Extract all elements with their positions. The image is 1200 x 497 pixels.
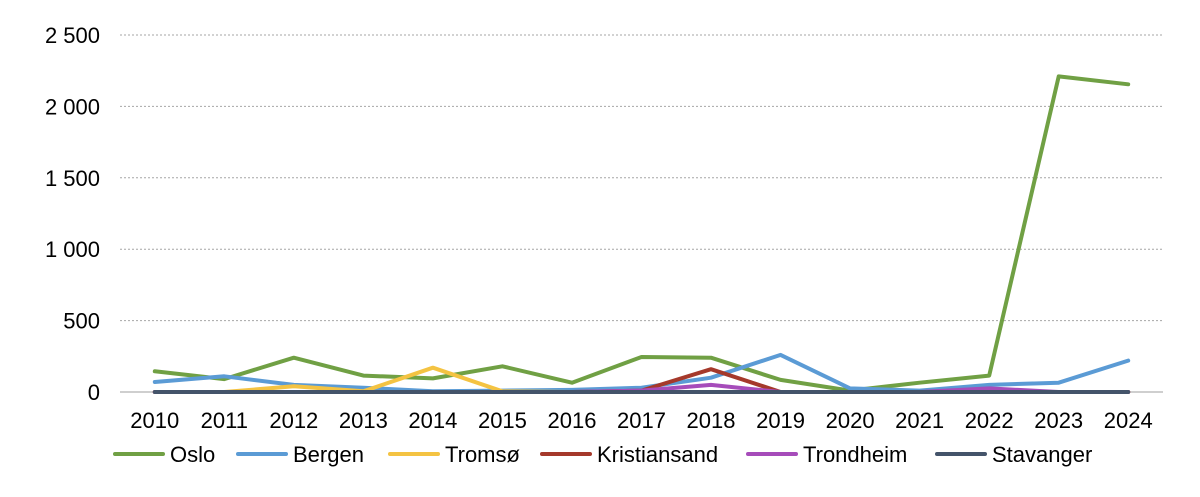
- x-tick-label: 2014: [408, 408, 457, 433]
- x-tick-label: 2020: [826, 408, 875, 433]
- x-tick-label: 2012: [269, 408, 318, 433]
- legend-item-stavanger: Stavanger: [935, 442, 1092, 467]
- x-tick-label: 2024: [1104, 408, 1153, 433]
- series-line-oslo: [152, 74, 1131, 393]
- legend-label: Bergen: [293, 442, 364, 467]
- x-tick-label: 2021: [895, 408, 944, 433]
- legend: Oslo Bergen Tromsø Kristiansand Trondheim Sta…: [113, 442, 1092, 467]
- x-tick-label: 2018: [687, 408, 736, 433]
- x-tick-label: 2016: [547, 408, 596, 433]
- x-tick-label: 2017: [617, 408, 666, 433]
- legend-item-kristiansand: Kristiansand: [540, 442, 718, 467]
- legend-item-oslo: Oslo: [113, 442, 215, 467]
- x-tick-label: 2023: [1034, 408, 1083, 433]
- legend-label: Oslo: [170, 442, 215, 467]
- legend-label: Tromsø: [445, 442, 520, 467]
- x-tick-label: 2019: [756, 408, 805, 433]
- y-axis-tick-labels: 0 500 1 000 1 500 2 000 2 500: [45, 23, 100, 405]
- x-tick-label: 2015: [478, 408, 527, 433]
- legend-item-tromsø: Tromsø: [388, 442, 520, 467]
- legend-item-trondheim: Trondheim: [746, 442, 907, 467]
- series-lines: [152, 74, 1131, 394]
- y-tick-label: 1 500: [45, 166, 100, 191]
- x-tick-label: 2022: [965, 408, 1014, 433]
- y-tick-label: 1 000: [45, 237, 100, 262]
- y-tick-label: 2 500: [45, 23, 100, 48]
- y-tick-label: 0: [88, 380, 100, 405]
- x-tick-label: 2011: [201, 408, 248, 433]
- legend-label: Stavanger: [992, 442, 1092, 467]
- y-tick-label: 500: [63, 309, 100, 334]
- legend-label: Trondheim: [803, 442, 907, 467]
- x-tick-label: 2013: [339, 408, 388, 433]
- series-line-bergen: [152, 352, 1131, 394]
- x-tick-label: 2010: [130, 408, 179, 433]
- legend-item-bergen: Bergen: [236, 442, 364, 467]
- x-axis: 2010 2011 2012 2013 2014 2015 2016 2017 2018 2019…: [120, 391, 1163, 433]
- legend-label: Kristiansand: [597, 442, 718, 467]
- y-tick-label: 2 000: [45, 94, 100, 119]
- gridlines: [120, 34, 1163, 322]
